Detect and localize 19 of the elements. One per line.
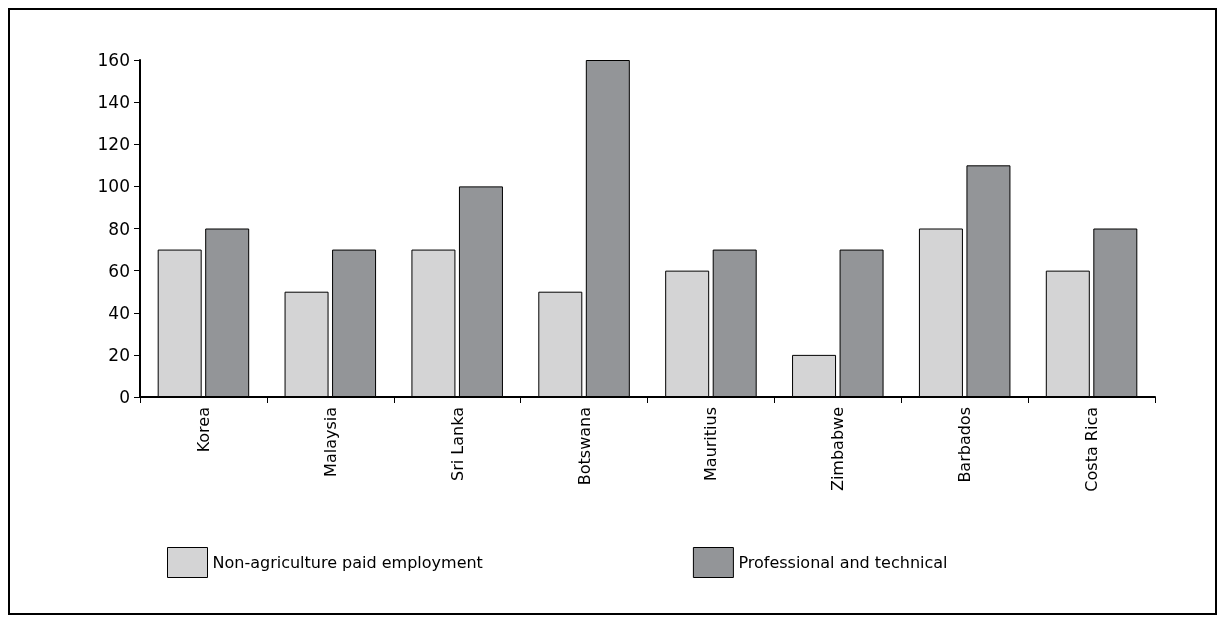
- legend-label: Professional and technical: [738, 553, 948, 572]
- y-tick-label: 140: [97, 92, 130, 113]
- x-tick-label: Zimbabwe: [828, 407, 848, 492]
- x-tick-label: Malaysia: [320, 407, 340, 477]
- y-tick-label: 100: [97, 176, 130, 197]
- x-tick-label: Botswana: [574, 407, 594, 486]
- y-tick-label: 120: [97, 134, 130, 155]
- x-tick-label: Korea: [193, 407, 213, 453]
- y-tick-label: 80: [108, 218, 130, 239]
- y-tick-label: 160: [97, 50, 130, 70]
- y-tick-label: 20: [108, 344, 130, 365]
- legend-label: Non-agriculture paid employment: [212, 553, 483, 572]
- y-tick-label: 40: [108, 302, 130, 323]
- x-tick-label: Sri Lanka: [447, 407, 467, 481]
- x-tick-label: Mauritius: [701, 407, 721, 481]
- y-tick-label: 60: [108, 260, 130, 281]
- y-tick-label: 0: [119, 387, 130, 407]
- x-tick-label: Costa Rica: [1082, 407, 1102, 492]
- x-tick-label: Barbados: [955, 407, 975, 483]
